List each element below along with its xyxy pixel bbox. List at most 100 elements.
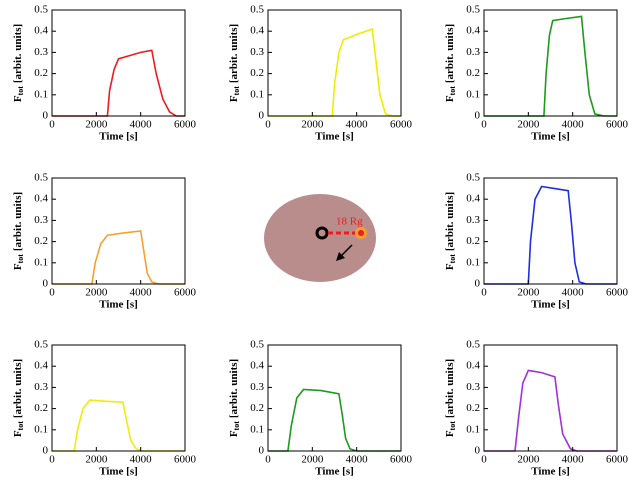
y-tick-label: 0 — [475, 278, 481, 290]
x-tick-label: 4000 — [562, 287, 585, 299]
x-tick-label: 6000 — [174, 454, 197, 466]
x-tick-label: 4000 — [130, 287, 153, 299]
x-tick-label: 0 — [481, 119, 487, 131]
y-axis-label: Ftot [arbit. units] — [444, 192, 457, 270]
y-axis-label: Ftot [arbit. units] — [12, 359, 25, 437]
x-tick-label: 2000 — [517, 119, 540, 131]
x-tick-label: 4000 — [130, 119, 153, 131]
x-tick-label: 0 — [49, 454, 55, 466]
y-tick-label: 0 — [43, 445, 49, 457]
y-axis-label: Ftot [arbit. units] — [228, 24, 241, 102]
x-tick-label: 0 — [481, 454, 487, 466]
x-tick-label: 4000 — [562, 119, 585, 131]
y-tick-label: 0.4 — [34, 193, 48, 205]
y-tick-label: 0.3 — [34, 381, 48, 393]
particle-core — [358, 230, 364, 236]
data-line — [268, 388, 401, 452]
plot: 0 2000 4000 6000 0 0.1 0.2 0.3 0.4 0.5 Time [s] Fto… — [12, 339, 197, 478]
plot-frame — [51, 177, 186, 285]
x-tick-label: 6000 — [390, 119, 413, 131]
y-tick-label: 0.5 — [466, 172, 480, 184]
y-label-subscript: tot — [448, 254, 457, 264]
plot: 0 2000 4000 6000 0 0.1 0.2 0.3 0.4 0.5 Time [s] Fto… — [12, 172, 197, 311]
x-tick-label: 6000 — [606, 454, 629, 466]
y-label-subscript: tot — [448, 86, 457, 96]
plot-frame — [483, 177, 618, 285]
y-tick-label: 0 — [475, 110, 481, 122]
x-axis-label: Time [s] — [99, 299, 138, 311]
x-axis-label: Time [s] — [315, 466, 354, 478]
y-tick-label: 0.4 — [466, 25, 480, 37]
y-axis-label: Ftot [arbit. units] — [12, 24, 25, 102]
y-label-unit: [arbit. units] — [444, 359, 456, 418]
x-tick-label: 0 — [49, 287, 55, 299]
y-label-unit: [arbit. units] — [12, 24, 24, 83]
y-tick-label: 0.5 — [34, 172, 48, 184]
y-axis-label: Ftot [arbit. units] — [228, 359, 241, 437]
data-line — [484, 369, 617, 452]
arrow-head — [336, 252, 345, 261]
plot-frame — [51, 9, 186, 117]
y-label-unit: [arbit. units] — [444, 192, 456, 251]
x-tick-label: 4000 — [346, 119, 369, 131]
y-tick-label: 0.2 — [34, 402, 48, 414]
diagram: 18 Rg — [264, 194, 376, 282]
y-axis-label: Ftot [arbit. units] — [12, 192, 25, 270]
x-tick-label: 2000 — [85, 287, 108, 299]
x-axis-label: Time [s] — [99, 131, 138, 143]
y-label-unit: [arbit. units] — [444, 24, 456, 83]
x-axis-label: Time [s] — [531, 131, 570, 143]
x-axis-label: Time [s] — [531, 299, 570, 311]
y-label-subscript: tot — [16, 86, 25, 96]
origin — [315, 226, 329, 240]
y-label-subscript: tot — [232, 421, 241, 431]
plot-frame — [267, 344, 402, 452]
data-line — [484, 185, 617, 285]
y-tick-label: 0.2 — [466, 402, 480, 414]
data-line — [52, 49, 185, 117]
y-tick-label: 0.1 — [250, 88, 264, 100]
y-tick-label: 0.5 — [250, 339, 264, 351]
x-tick-label: 6000 — [390, 454, 413, 466]
plot: 0 2000 4000 6000 0 0.1 0.2 0.3 0.4 0.5 Time [s] Fto… — [444, 172, 629, 311]
y-tick-label: 0.3 — [250, 46, 264, 58]
plot: 0 2000 4000 6000 0 0.1 0.2 0.3 0.4 0.5 Time [s] Fto… — [228, 4, 413, 143]
x-axis-label: Time [s] — [99, 466, 138, 478]
y-label-unit: [arbit. units] — [228, 24, 240, 83]
plot: 0 2000 4000 6000 0 0.1 0.2 0.3 0.4 0.5 Time [s] Fto… — [12, 4, 197, 143]
y-tick-label: 0 — [259, 110, 265, 122]
y-tick-label: 0.1 — [34, 423, 48, 435]
y-tick-label: 0.4 — [250, 360, 264, 372]
y-label-symbol: F — [12, 95, 24, 102]
x-tick-label: 0 — [481, 287, 487, 299]
y-tick-label: 0.2 — [466, 67, 480, 79]
x-tick-label: 2000 — [301, 454, 324, 466]
y-label-symbol: F — [228, 430, 240, 437]
x-tick-label: 0 — [265, 119, 271, 131]
y-tick-label: 0.5 — [34, 4, 48, 16]
x-tick-label: 6000 — [606, 119, 629, 131]
plot: 0 2000 4000 6000 0 0.1 0.2 0.3 0.4 0.5 Time [s] Fto… — [228, 339, 413, 478]
x-axis-label: Time [s] — [531, 466, 570, 478]
plot-frame — [51, 344, 186, 452]
x-tick-label: 2000 — [85, 454, 108, 466]
y-tick-label: 0.2 — [250, 402, 264, 414]
y-tick-label: 0.4 — [466, 360, 480, 372]
y-tick-label: 0.3 — [34, 46, 48, 58]
y-label-subscript: tot — [16, 254, 25, 264]
y-tick-label: 0.5 — [34, 339, 48, 351]
y-label-unit: [arbit. units] — [12, 192, 24, 251]
data-line — [268, 28, 401, 117]
distance-label: 18 Rg — [336, 216, 363, 228]
x-tick-label: 2000 — [517, 454, 540, 466]
y-tick-label: 0.2 — [34, 235, 48, 247]
x-axis-label: Time [s] — [315, 131, 354, 143]
y-tick-label: 0.3 — [250, 381, 264, 393]
y-tick-label: 0.3 — [466, 46, 480, 58]
y-tick-label: 0.1 — [250, 423, 264, 435]
y-tick-label: 0 — [259, 445, 265, 457]
y-tick-label: 0.1 — [34, 256, 48, 268]
x-tick-label: 0 — [265, 454, 271, 466]
x-tick-label: 4000 — [346, 454, 369, 466]
